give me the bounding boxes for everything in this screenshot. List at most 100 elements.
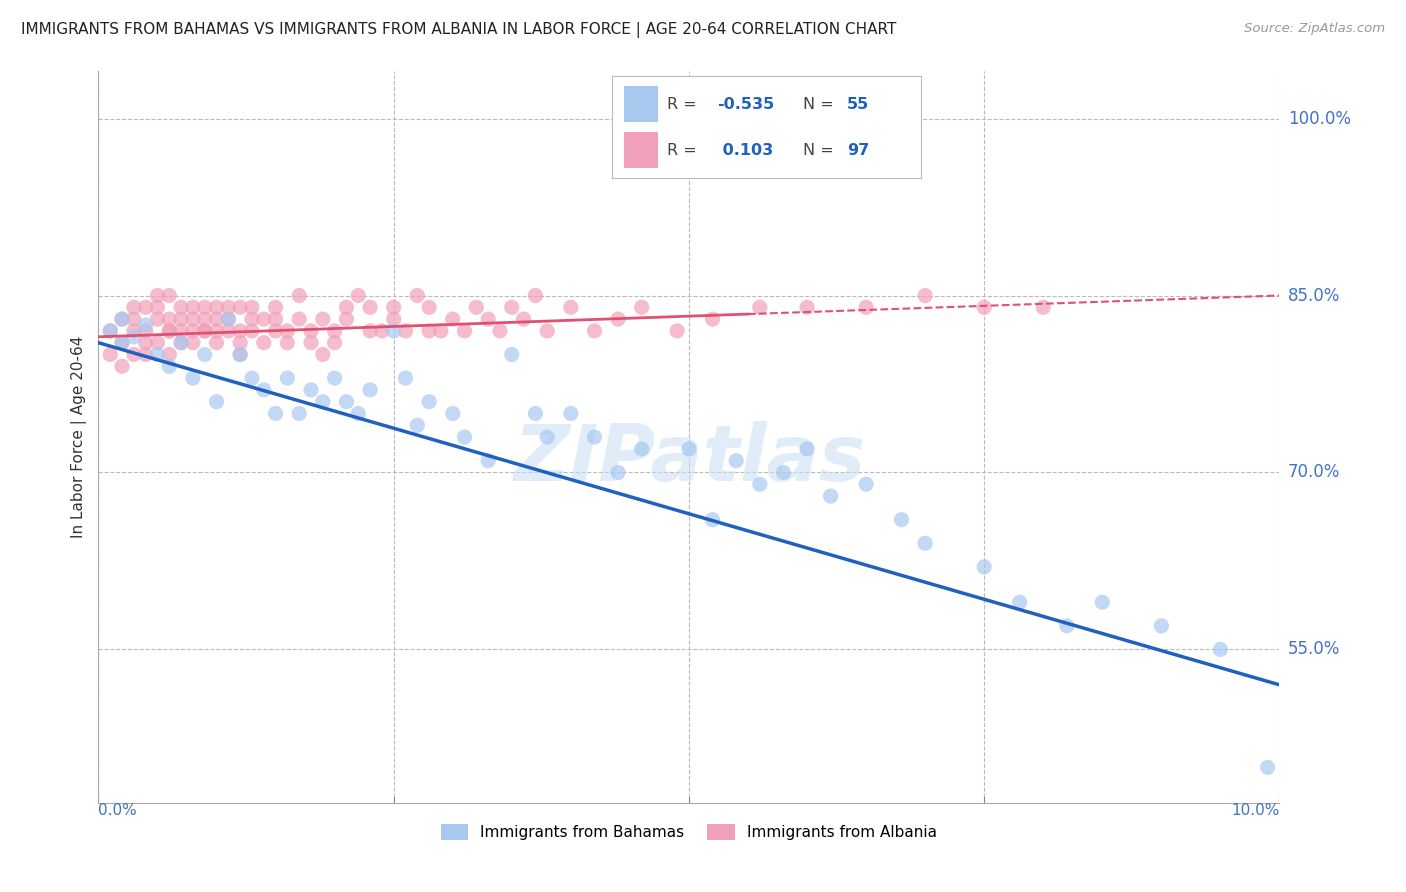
Point xyxy=(382,301,405,315)
Point xyxy=(855,477,877,491)
Point xyxy=(217,324,239,338)
Point xyxy=(253,383,276,397)
Point xyxy=(181,371,204,385)
Point xyxy=(406,288,429,302)
Text: 97: 97 xyxy=(846,143,869,158)
Point xyxy=(702,513,724,527)
Point xyxy=(501,347,523,361)
Point xyxy=(560,301,582,315)
Point xyxy=(264,301,287,315)
Text: N =: N = xyxy=(803,96,839,112)
Point xyxy=(264,407,287,421)
Point xyxy=(122,301,145,315)
Point xyxy=(146,288,169,302)
Point xyxy=(323,371,346,385)
Point xyxy=(288,288,311,302)
Point xyxy=(973,301,995,315)
Point xyxy=(299,324,322,338)
Point xyxy=(229,324,252,338)
Point xyxy=(170,335,193,350)
Point xyxy=(229,347,252,361)
Y-axis label: In Labor Force | Age 20-64: In Labor Force | Age 20-64 xyxy=(72,336,87,538)
Point xyxy=(418,301,440,315)
Point xyxy=(630,442,652,456)
Point xyxy=(855,301,877,315)
Point xyxy=(702,312,724,326)
Point xyxy=(146,312,169,326)
Point xyxy=(1209,642,1232,657)
Point xyxy=(359,301,381,315)
Point xyxy=(157,359,180,374)
Point xyxy=(359,383,381,397)
Text: 70.0%: 70.0% xyxy=(1288,464,1340,482)
Point xyxy=(418,324,440,338)
Point xyxy=(205,301,228,315)
Point xyxy=(111,312,134,326)
Point xyxy=(382,324,405,338)
Point xyxy=(157,312,180,326)
Point xyxy=(430,324,453,338)
Point xyxy=(98,347,121,361)
Point xyxy=(157,347,180,361)
Point xyxy=(229,335,252,350)
Point xyxy=(170,324,193,338)
Point xyxy=(205,394,228,409)
Point xyxy=(240,312,263,326)
Point xyxy=(194,301,217,315)
Text: ZIPatlas: ZIPatlas xyxy=(513,421,865,497)
Point xyxy=(394,371,416,385)
Point xyxy=(312,394,335,409)
Point xyxy=(135,335,157,350)
Point xyxy=(229,347,252,361)
Point xyxy=(406,418,429,433)
Point xyxy=(1091,595,1114,609)
Point xyxy=(299,383,322,397)
Point xyxy=(299,335,322,350)
Text: N =: N = xyxy=(803,143,839,158)
Point xyxy=(1150,619,1173,633)
Point xyxy=(312,347,335,361)
FancyBboxPatch shape xyxy=(624,132,658,168)
Point xyxy=(111,335,134,350)
Point xyxy=(748,477,770,491)
Point xyxy=(607,312,630,326)
Point xyxy=(181,301,204,315)
Point xyxy=(477,453,499,467)
Point xyxy=(157,288,180,302)
Point xyxy=(914,536,936,550)
Point xyxy=(630,301,652,315)
Point xyxy=(347,288,370,302)
Point xyxy=(748,301,770,315)
Point xyxy=(205,324,228,338)
Point xyxy=(111,359,134,374)
Point xyxy=(264,312,287,326)
Point xyxy=(890,513,912,527)
Point xyxy=(501,301,523,315)
Point xyxy=(453,324,475,338)
Point xyxy=(122,312,145,326)
Point xyxy=(772,466,794,480)
Text: 10.0%: 10.0% xyxy=(1232,803,1279,818)
Text: 55.0%: 55.0% xyxy=(1288,640,1340,658)
Point xyxy=(217,312,239,326)
Point xyxy=(135,318,157,332)
Point xyxy=(512,312,534,326)
Point xyxy=(796,301,818,315)
Point xyxy=(122,324,145,338)
Point xyxy=(524,407,547,421)
Point xyxy=(240,371,263,385)
Point xyxy=(418,394,440,409)
Point xyxy=(229,301,252,315)
Point xyxy=(796,442,818,456)
Point xyxy=(371,324,394,338)
Point xyxy=(157,324,180,338)
Point xyxy=(465,301,488,315)
Text: Source: ZipAtlas.com: Source: ZipAtlas.com xyxy=(1244,22,1385,36)
Point xyxy=(347,407,370,421)
Point xyxy=(914,288,936,302)
Point xyxy=(146,301,169,315)
Point xyxy=(111,335,134,350)
Point xyxy=(253,312,276,326)
Point xyxy=(453,430,475,444)
Point xyxy=(98,324,121,338)
